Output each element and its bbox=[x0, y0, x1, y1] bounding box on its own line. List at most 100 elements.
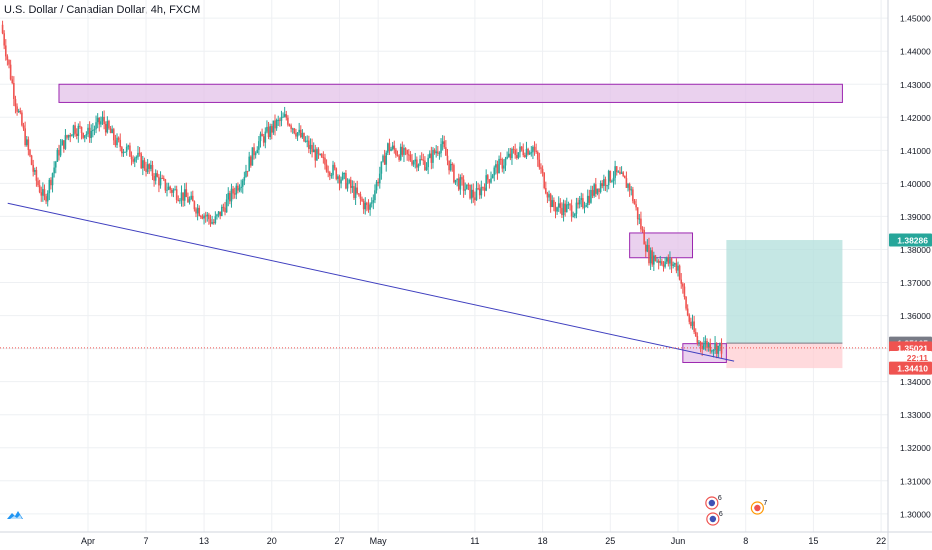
candle-body bbox=[651, 250, 654, 265]
candle-body bbox=[699, 341, 702, 347]
candle-body bbox=[19, 110, 22, 113]
candle-body bbox=[690, 321, 692, 326]
candle-body bbox=[446, 155, 449, 161]
candle-body bbox=[35, 170, 38, 181]
candle-body bbox=[179, 200, 181, 202]
supply-zone[interactable] bbox=[629, 232, 694, 259]
candle-body bbox=[32, 164, 34, 172]
candle-body bbox=[583, 206, 586, 208]
candle-body bbox=[153, 175, 155, 181]
candle-body bbox=[267, 126, 270, 138]
candle-body bbox=[180, 192, 183, 201]
candle-body bbox=[578, 199, 581, 205]
drawing-lines[interactable] bbox=[0, 202, 888, 362]
candle-body bbox=[556, 207, 558, 212]
candle-body bbox=[217, 211, 220, 215]
candle-body bbox=[24, 128, 26, 146]
candle-body bbox=[208, 214, 210, 220]
candle-body bbox=[162, 177, 165, 180]
ca-flag-event-marker[interactable]: 7 bbox=[750, 500, 767, 515]
candle-body bbox=[279, 119, 281, 121]
candle-body bbox=[488, 179, 491, 183]
tradingview-logo-icon[interactable] bbox=[6, 508, 24, 522]
candle-body bbox=[385, 152, 388, 165]
candle-body bbox=[477, 188, 479, 190]
candle-body bbox=[64, 135, 67, 149]
candle-body bbox=[230, 188, 233, 202]
candle-body bbox=[664, 261, 666, 267]
candle-body bbox=[40, 192, 43, 196]
candle-body bbox=[717, 345, 720, 354]
candle-body bbox=[106, 121, 109, 133]
candle-body bbox=[322, 157, 325, 159]
candle-body bbox=[303, 132, 305, 142]
candle-body bbox=[151, 164, 154, 176]
candle-body bbox=[649, 250, 652, 264]
candle-body bbox=[574, 213, 576, 217]
candle-body bbox=[232, 188, 234, 194]
candle-body bbox=[614, 166, 616, 178]
candle-body bbox=[296, 132, 299, 137]
candle-body bbox=[29, 149, 31, 156]
candle-body bbox=[362, 200, 365, 210]
drawing-zones[interactable] bbox=[58, 83, 843, 369]
candle-body bbox=[420, 159, 423, 161]
y-tick-label: 1.31000 bbox=[900, 476, 931, 486]
candle-body bbox=[343, 173, 346, 175]
candle-body bbox=[338, 176, 341, 184]
candle-body bbox=[293, 128, 296, 134]
candle-body bbox=[341, 173, 344, 180]
price-label-text: 22:11 bbox=[907, 353, 929, 363]
candle-body bbox=[659, 261, 662, 263]
candle-body bbox=[565, 204, 568, 213]
candle-body bbox=[451, 163, 454, 166]
chart-title: U.S. Dollar / Canadian Dollar, 4h, FXCM bbox=[4, 4, 201, 16]
candle-body bbox=[378, 173, 381, 184]
candle-body bbox=[546, 193, 549, 198]
candle-body bbox=[201, 216, 204, 219]
resistance-zone[interactable] bbox=[58, 83, 843, 103]
long-position-stop[interactable] bbox=[726, 343, 843, 369]
candle-body bbox=[559, 203, 562, 208]
candle-body bbox=[349, 179, 352, 188]
candle-body bbox=[108, 121, 110, 129]
candle-body bbox=[627, 184, 629, 188]
us-flag-event-marker[interactable]: 6 bbox=[706, 511, 723, 526]
candle-body bbox=[661, 261, 663, 265]
trendline[interactable] bbox=[7, 202, 735, 362]
candle-body bbox=[594, 184, 597, 194]
candle-body bbox=[644, 244, 647, 252]
candle-body bbox=[575, 202, 578, 214]
candle-body bbox=[711, 350, 713, 352]
candle-body bbox=[72, 125, 75, 136]
candle-body bbox=[56, 149, 59, 162]
y-tick-label: 1.40000 bbox=[900, 179, 931, 189]
candle-body bbox=[42, 189, 44, 196]
long-position-target[interactable] bbox=[726, 240, 843, 344]
candle-body bbox=[291, 128, 294, 130]
candle-body bbox=[193, 201, 196, 210]
candle-body bbox=[227, 192, 230, 200]
candle-body bbox=[654, 255, 657, 262]
x-tick-label: 11 bbox=[470, 536, 479, 546]
event-markers[interactable]: 6 6 7 bbox=[705, 495, 768, 526]
candle-body bbox=[393, 145, 396, 150]
candle-body bbox=[653, 255, 655, 265]
candle-body bbox=[53, 167, 55, 174]
candle-body bbox=[619, 171, 621, 174]
candle-body bbox=[359, 194, 362, 199]
x-tick-label: 27 bbox=[334, 536, 344, 546]
candle-body bbox=[95, 122, 97, 130]
candle-body bbox=[241, 180, 244, 187]
candle-body bbox=[483, 187, 486, 191]
candle-body bbox=[409, 154, 412, 161]
candle-body bbox=[425, 167, 428, 171]
x-tick-label: 18 bbox=[538, 536, 548, 546]
candle-body bbox=[3, 33, 5, 46]
candle-body bbox=[90, 130, 93, 139]
candle-body bbox=[104, 124, 107, 133]
candle-body bbox=[183, 189, 186, 201]
us-flag-event-marker[interactable]: 6 bbox=[705, 495, 722, 510]
candle-body bbox=[635, 204, 637, 208]
